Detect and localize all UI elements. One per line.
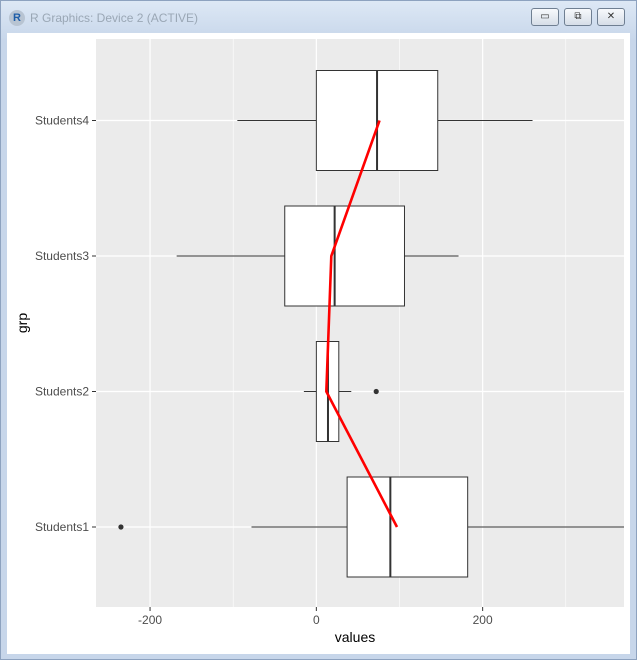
maximize-button[interactable]: ⧉ xyxy=(564,8,592,26)
box-students3 xyxy=(284,205,405,307)
outlier-point xyxy=(118,524,124,530)
y-tick-label: Students3 xyxy=(35,249,89,263)
y-tick-label: Students2 xyxy=(35,385,89,399)
plot-canvas: -200 0 200 Students1 Students2 Students3 Stude… xyxy=(7,33,630,654)
y-axis-title: grp xyxy=(14,313,30,333)
box-students1 xyxy=(346,476,469,578)
r-app-icon: R xyxy=(9,10,25,26)
title-bar[interactable]: R R Graphics: Device 2 (ACTIVE) ▭ ⧉ ✕ xyxy=(1,1,636,35)
x-tick-label: 0 xyxy=(313,613,320,627)
x-tick-label: -200 xyxy=(138,613,162,627)
mean-line xyxy=(325,120,399,528)
y-tick-label: Students4 xyxy=(35,114,89,128)
boxplot-chart: -200 0 200 Students1 Students2 Students3 Stude… xyxy=(14,39,624,645)
minimize-button[interactable]: ▭ xyxy=(531,8,559,26)
outlier-point xyxy=(373,388,379,395)
y-tick-label: Students1 xyxy=(35,520,89,534)
x-tick-label: 200 xyxy=(473,613,493,627)
window-title: R Graphics: Device 2 (ACTIVE) xyxy=(30,11,199,25)
x-axis-title: values xyxy=(335,629,375,645)
close-button[interactable]: ✕ xyxy=(597,8,625,26)
